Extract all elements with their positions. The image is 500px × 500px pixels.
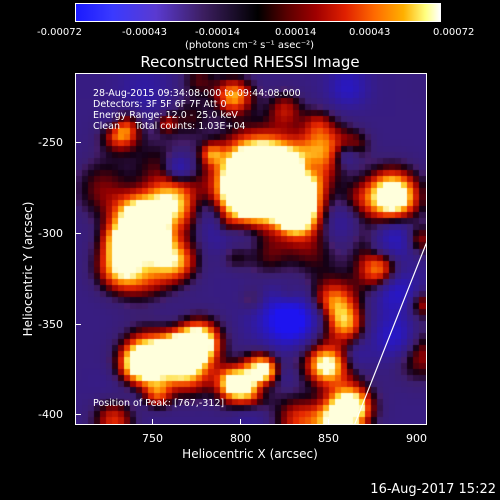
plot-title: Reconstructed RHESSI Image — [140, 53, 360, 71]
colorbar-tick-label: -0.00072 — [37, 27, 82, 38]
y-axis-title: Heliocentric Y (arcsec) — [21, 201, 35, 337]
x-tick — [152, 419, 153, 425]
limb-line — [354, 242, 426, 424]
info-detectors: Detectors: 3F 5F 6F 7F Att 0 — [93, 99, 227, 110]
x-tick-label: 750 — [142, 432, 163, 445]
x-tick-label: 850 — [318, 432, 339, 445]
y-tick — [75, 324, 81, 325]
info-clean: Clean Total counts: 1.03E+04 — [93, 121, 246, 132]
y-tick-label: -250 — [38, 136, 63, 149]
y-tick — [75, 414, 81, 415]
footer-date: 16-Aug-2017 15:22 — [370, 482, 496, 497]
x-tick-label: 900 — [406, 432, 427, 445]
y-tick — [75, 142, 81, 143]
image-plot — [75, 73, 427, 425]
colorbar — [75, 3, 441, 22]
colorbar-units: (photons cm⁻² s⁻¹ asec⁻²) — [185, 40, 315, 51]
x-tick — [240, 419, 241, 425]
rhessi-image — [76, 74, 426, 424]
info-time-range: 28-Aug-2015 09:34:08.000 to 09:44:08.000 — [93, 88, 301, 99]
colorbar-tick-label: 0.00072 — [433, 27, 475, 38]
y-tick-label: -400 — [38, 408, 63, 421]
y-tick-label: -350 — [38, 318, 63, 331]
info-peak-position: Position of Peak: [767,-312] — [93, 398, 225, 409]
colorbar-tick-label: 0.00014 — [275, 27, 317, 38]
y-tick — [75, 233, 81, 234]
colorbar-tick-label: 0.00043 — [349, 27, 391, 38]
colorbar-tick-label: -0.00043 — [122, 27, 167, 38]
colorbar-tick-label: -0.00014 — [195, 27, 240, 38]
y-tick-label: -300 — [38, 227, 63, 240]
info-energy: Energy Range: 12.0 - 25.0 keV — [93, 110, 238, 121]
x-tick-label: 800 — [230, 432, 251, 445]
x-axis-title: Heliocentric X (arcsec) — [182, 447, 318, 461]
x-tick — [328, 419, 329, 425]
